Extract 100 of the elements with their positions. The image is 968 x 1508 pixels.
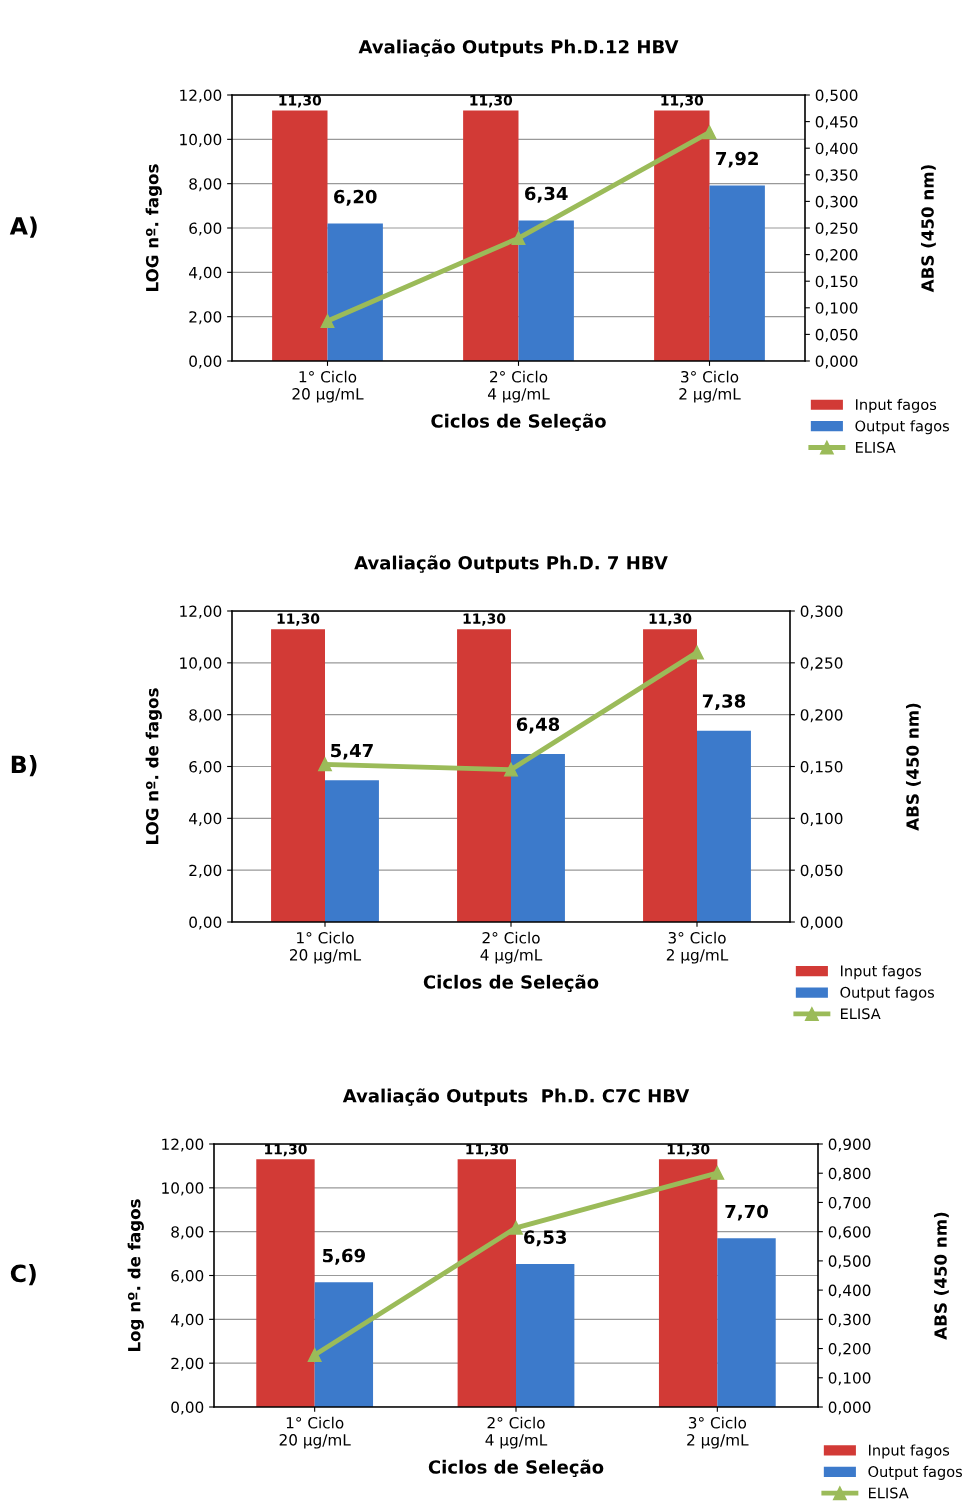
y2-tick-label: 0,250 [800,657,843,671]
y-tick-label: 0,00 [189,355,222,369]
point [511,231,526,246]
data-label: 7,70 [725,1204,768,1221]
y-axis-title: LOG nº. fagos [145,164,162,291]
y-tick-label: 10,00 [162,1182,204,1196]
x-tick-label: 3° Ciclo 2 µg/mL [687,1416,749,1449]
text: A) [9,216,37,238]
y2-axis-title: ABS (450 nm) [920,165,936,293]
text: C) [10,1264,36,1286]
bar [256,1159,315,1407]
point [504,762,518,777]
y2-tick-label: 0,150 [800,760,843,775]
y-tick-label: 6,00 [189,222,222,236]
y2-tick-label: 0,000 [800,916,843,930]
chart-title: Avaliação Outputs Ph.D.12 HBV [358,39,679,58]
data-label: 11,30 [661,95,704,108]
bar [272,110,328,361]
y-tick-label: 2,00 [189,311,222,325]
x-tick-label: 1° Ciclo 20 µg/mL [292,370,364,403]
bar [518,220,574,361]
bar [314,1282,374,1407]
data-label: 11,30 [265,1143,307,1157]
data-label: 6,20 [334,189,377,206]
x-axis-title: Ciclos de Seleção [431,413,606,432]
y-tick-label: 10,00 [180,133,222,147]
point [690,645,704,660]
x-tick-label: 2° Ciclo 4 µg/mL [480,931,543,964]
bar [511,754,565,922]
data-label: 11,30 [463,613,506,626]
y2-tick-label: 0,050 [815,328,858,342]
x-tick-label: 1° Ciclo 20 µg/mL [289,931,362,964]
legend-label: Input fagos [856,398,937,413]
y-tick-label: 0,00 [171,1401,204,1415]
y-tick-label: 10,00 [180,657,222,671]
data-label: 6,34 [525,186,568,203]
y2-axis-title: ABS (450 nm) [933,1212,949,1340]
y-tick-label: 4,00 [171,1313,204,1327]
legend-label: Output fagos [840,986,935,1001]
data-label: 5,69 [322,1248,365,1265]
y2-tick-label: 0,150 [815,275,858,289]
y2-tick-label: 0,500 [828,1255,871,1269]
bar [697,730,751,922]
y2-tick-label: 0,300 [815,195,858,209]
y2-tick-label: 0,600 [828,1226,871,1240]
point [710,1165,725,1180]
legend-label: ELISA [841,1008,881,1020]
data-label: 11,30 [470,95,513,108]
bar [327,223,383,361]
bar [709,185,765,361]
y-tick-label: 2,00 [189,864,222,878]
legend-label: Output fagos [868,1465,963,1480]
y-tick-label: 4,00 [189,812,222,826]
y-tick-label: 6,00 [171,1269,204,1284]
y2-tick-label: 0,100 [828,1372,871,1386]
y2-tick-label: 0,450 [815,116,858,130]
x-axis-title: Ciclos de Seleção [423,974,599,993]
bar [325,780,379,922]
y2-tick-label: 0,700 [828,1196,871,1211]
y2-tick-label: 0,200 [815,249,858,263]
y2-axis-title: ABS (450 nm) [905,703,921,831]
bar [516,1263,575,1407]
y2-tick-label: 0,300 [800,605,843,619]
point [320,314,335,329]
data-label: 11,30 [667,1143,710,1157]
x-tick-label: 3° Ciclo 2 µg/mL [666,931,729,964]
y-axis-title: Log nº. de fagos [127,1199,144,1351]
point [702,125,717,140]
legend-label: ELISA [869,1487,909,1499]
y2-tick-label: 0,900 [828,1138,871,1152]
text: B) [11,755,37,777]
x-tick-label: 2° Ciclo 4 µg/mL [485,1416,548,1449]
data-label: 11,30 [277,613,320,626]
y-tick-label: 6,00 [189,760,222,775]
y2-tick-label: 0,800 [828,1167,871,1181]
legend-label: Input fagos [841,965,922,980]
legend-label: Output fagos [855,420,950,435]
bar [457,1159,516,1407]
point [509,1220,523,1235]
y2-tick-label: 0,200 [828,1343,871,1357]
chart-title: Avaliação Outputs Ph.D. 7 HBV [354,555,668,574]
data-label: 5,47 [331,743,373,760]
x-tick-label: 1° Ciclo 20 µg/mL [279,1416,351,1449]
y-tick-label: 8,00 [189,178,222,192]
y2-tick-label: 0,100 [800,812,843,826]
y2-tick-label: 0,000 [815,355,858,369]
bar [463,110,519,361]
y2-tick-label: 0,050 [800,864,843,878]
y2-tick-label: 0,400 [828,1284,871,1298]
legend-label: Input fagos [869,1444,950,1459]
x-tick-label: 2° Ciclo 4 µg/mL [487,370,550,403]
x-tick-label: 3° Ciclo 2 µg/mL [679,370,741,403]
y-tick-label: 4,00 [189,266,222,280]
bar [717,1238,776,1407]
point [318,757,332,772]
y2-tick-label: 0,400 [815,142,858,156]
data-label: 7,38 [702,694,746,711]
y-tick-label: 12,00 [162,1138,204,1152]
data-label: 6,53 [524,1230,567,1247]
bar [654,110,710,361]
